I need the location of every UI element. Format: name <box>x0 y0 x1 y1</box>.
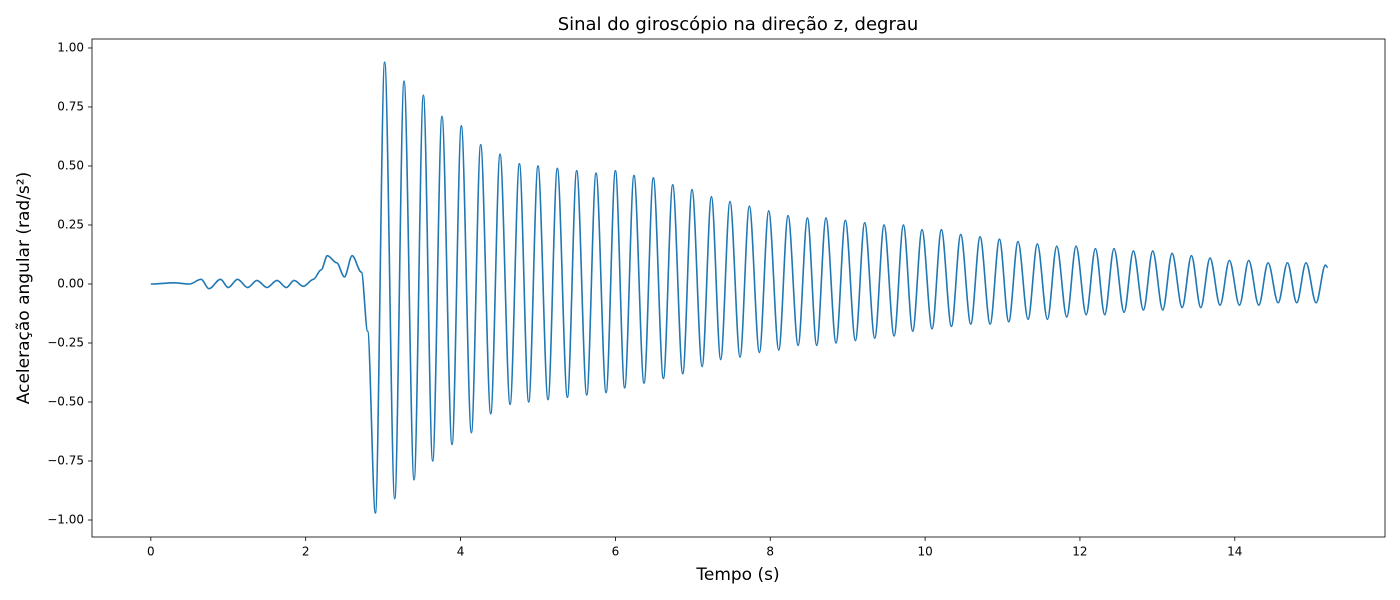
x-tick-label: 14 <box>1227 545 1242 559</box>
y-tick-label: −0.25 <box>47 335 84 349</box>
x-tick-label: 6 <box>612 545 620 559</box>
y-tick-label: 0.25 <box>57 217 84 231</box>
data-line <box>150 61 1328 514</box>
x-tick-label: 8 <box>766 545 774 559</box>
x-axis-label: Tempo (s) <box>695 565 779 585</box>
y-tick-label: −0.75 <box>47 454 84 468</box>
chart-title: Sinal do giroscópio na direção z, degrau <box>558 14 919 35</box>
y-tick-label: 0.00 <box>57 276 84 290</box>
x-tick-label: 0 <box>147 545 155 559</box>
y-tick-label: 0.75 <box>57 99 84 113</box>
y-tick-label: 0.50 <box>57 158 84 172</box>
y-tick-label: −0.50 <box>47 394 84 408</box>
plot-frame <box>91 38 1386 538</box>
y-axis-label: Aceleração angular (rad/s²) <box>14 172 34 404</box>
x-tick-label: 10 <box>917 545 932 559</box>
x-tick-label: 4 <box>457 545 465 559</box>
x-tick-label: 12 <box>1072 545 1087 559</box>
x-tick-label: 2 <box>302 545 310 559</box>
y-tick-label: −1.00 <box>47 513 84 527</box>
y-tick-label: 1.00 <box>57 40 84 54</box>
